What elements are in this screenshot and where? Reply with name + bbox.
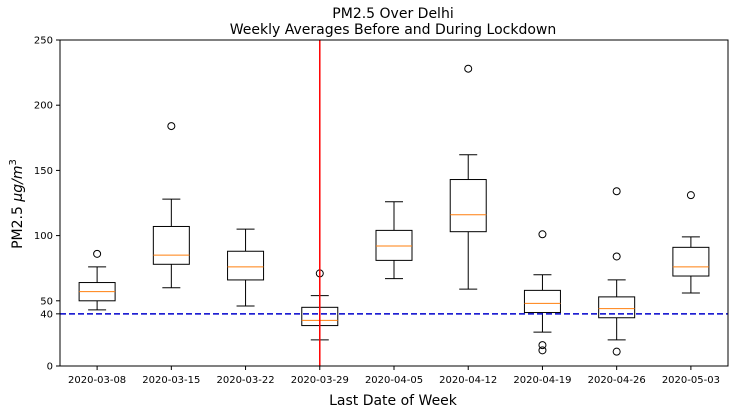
outlier-point (612, 187, 621, 196)
box-2020-03-15 (152, 122, 190, 289)
x-axis-label: Last Date of Week (329, 393, 458, 409)
y-tick-label: 0 (47, 362, 53, 373)
x-tick-label: 2020-04-26 (588, 375, 646, 386)
outlier-point (686, 191, 695, 200)
y-axis-label-main: PM2.5 (10, 202, 26, 249)
iqr-box (598, 296, 636, 319)
y-tick-label: 40 (40, 309, 53, 320)
x-tick-label: 2020-04-12 (439, 375, 497, 386)
iqr-box (375, 229, 413, 261)
x-axis: 2020-03-08 2020-03-15 2020-03-22 2020-03-29… (68, 366, 720, 386)
y-tick-label: 50 (40, 296, 53, 307)
x-tick-label: 2020-05-03 (662, 375, 720, 386)
x-tick-label: 2020-03-15 (142, 375, 200, 386)
outlier-point (612, 252, 621, 261)
outlier-point (538, 341, 547, 350)
y-axis-label: PM2.5 μg/m3 (8, 159, 26, 249)
y-axis: 0 40 50 100 150 200 250 (34, 36, 60, 373)
outlier-point (612, 347, 621, 356)
iqr-box (152, 225, 190, 265)
x-tick-label: 2020-03-08 (68, 375, 126, 386)
box-2020-03-08 (78, 249, 116, 311)
plot-area (59, 39, 729, 367)
x-tick-label: 2020-04-05 (365, 375, 423, 386)
chart-subtitle: Weekly Averages Before and During Lockdo… (230, 22, 556, 38)
box-2020-05-03 (672, 191, 710, 294)
box-2020-03-22 (227, 228, 265, 307)
iqr-box (227, 250, 265, 281)
chart-title: PM2.5 Over Delhi (332, 6, 453, 22)
y-tick-label: 250 (34, 36, 53, 47)
outlier-point (538, 346, 547, 355)
box-2020-04-19 (523, 230, 561, 355)
x-tick-label: 2020-03-22 (216, 375, 274, 386)
x-tick-label: 2020-03-29 (291, 375, 349, 386)
outlier-point (464, 64, 473, 73)
iqr-box (523, 289, 561, 314)
iqr-box (449, 179, 487, 233)
box-2020-04-26 (598, 187, 636, 356)
outlier-point (538, 230, 547, 239)
y-tick-label: 100 (34, 231, 53, 242)
y-tick-label: 200 (34, 101, 53, 112)
outlier-point (167, 122, 176, 131)
outlier-point (93, 249, 102, 258)
y-tick-label: 150 (34, 166, 53, 177)
iqr-box (672, 246, 710, 277)
box-2020-04-05 (375, 201, 413, 280)
y-axis-label-unit: μg/m (10, 165, 26, 202)
box-2020-04-12 (449, 64, 487, 290)
x-tick-label: 2020-04-19 (513, 375, 571, 386)
y-axis-label-sup: 3 (8, 159, 19, 165)
